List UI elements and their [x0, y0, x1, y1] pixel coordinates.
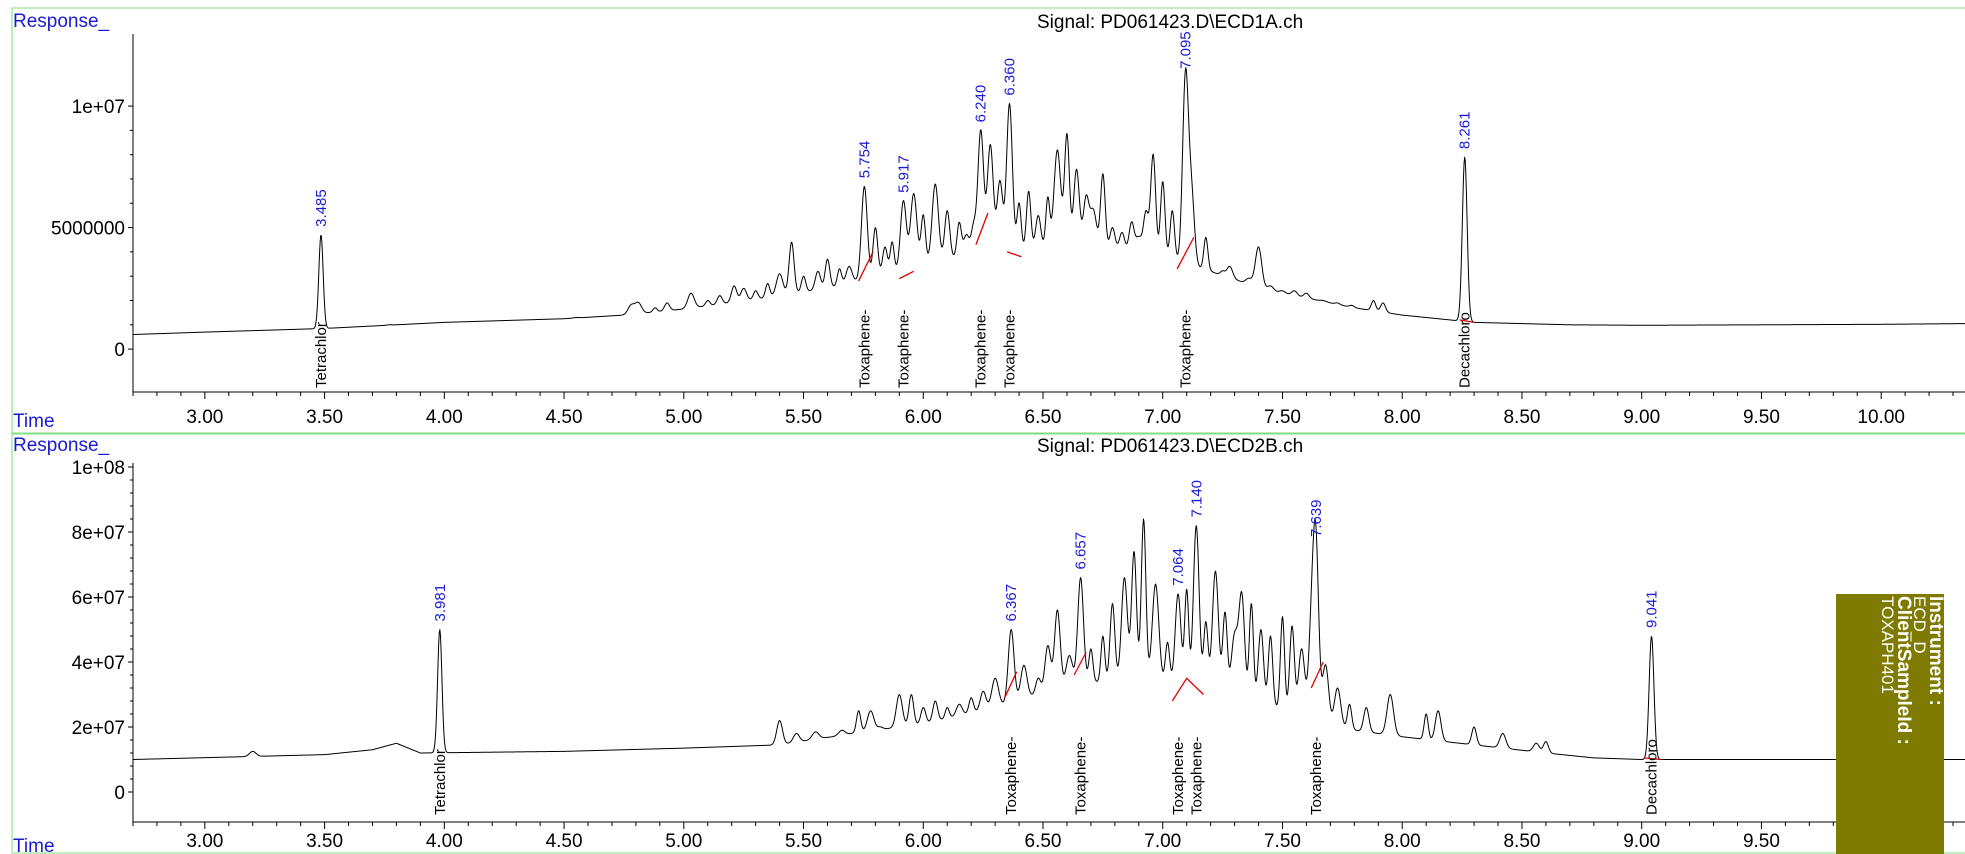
peak-compound-label: Toxaphene- — [1178, 310, 1195, 388]
x-tick-label: 4.50 — [546, 407, 583, 428]
x-tick-label: 6.00 — [905, 407, 942, 428]
peak-compound-label: Toxaphene- — [973, 310, 990, 388]
x-tick-label: 5.50 — [785, 831, 822, 852]
peak-retention-time-label: 6.367 — [1003, 584, 1020, 622]
y-tick-label: 1e+08 — [72, 458, 125, 479]
integration-baseline — [1006, 251, 1022, 258]
peak-retention-time-label: 6.657 — [1073, 532, 1090, 570]
x-tick-label: 9.50 — [1743, 407, 1780, 428]
y-tick-label: 4e+07 — [72, 653, 125, 674]
y-tick-label: 0 — [114, 783, 125, 804]
peak-compound-label: Tetrachlor — [432, 749, 449, 815]
x-tick-label: 6.50 — [1025, 831, 1062, 852]
integration-baseline — [1004, 671, 1018, 699]
x-tick-label: 8.50 — [1503, 407, 1540, 428]
peak-retention-time-label: 6.240 — [973, 85, 990, 123]
x-tick-label: 3.50 — [306, 407, 343, 428]
peak-compound-label: Toxaphene- — [1001, 310, 1018, 388]
x-tick-label: 7.50 — [1264, 407, 1301, 428]
signal-trace — [132, 518, 1965, 760]
x-tick-label: 4.00 — [426, 831, 463, 852]
y-axis-label: Response_ — [13, 11, 110, 32]
peak-compound-label: Decachloro — [1457, 312, 1474, 388]
peak-compound-label: Toxaphene- — [1170, 737, 1187, 815]
peak-compound-label: Toxaphene- — [895, 310, 912, 388]
x-tick-label: 5.00 — [665, 831, 702, 852]
peak-compound-label: Toxaphene- — [1003, 737, 1020, 815]
y-tick-label: 0 — [114, 340, 125, 361]
signal-title: Signal: PD061423.D\ECD1A.ch — [1037, 12, 1303, 33]
peak-retention-time-label: 7.639 — [1308, 499, 1325, 537]
x-tick-label: 3.50 — [306, 831, 343, 852]
x-tick-label: 9.50 — [1743, 831, 1780, 852]
integration-baseline — [1073, 651, 1087, 676]
peak-compound-label: Tetrachlor — [313, 322, 330, 388]
panel-frame — [11, 432, 1965, 854]
x-tick-label: 6.00 — [905, 831, 942, 852]
peak-retention-time-label: 9.041 — [1644, 590, 1661, 628]
x-axis-label: Time — [13, 836, 55, 854]
signal-title: Signal: PD061423.D\ECD2B.ch — [1037, 436, 1303, 457]
x-tick-label: 7.00 — [1144, 831, 1181, 852]
peak-retention-time-label: 8.261 — [1457, 112, 1474, 150]
x-tick-label: 6.50 — [1025, 407, 1062, 428]
sample-info-box: Instrument : ECD_D ClientSampleId : TOXA… — [1836, 594, 1944, 854]
integration-baseline — [975, 212, 989, 245]
x-tick-label: 3.00 — [186, 831, 223, 852]
x-tick-label: 9.00 — [1623, 407, 1660, 428]
x-tick-label: 7.00 — [1144, 407, 1181, 428]
instrument-label: Instrument : — [1925, 596, 1944, 706]
integration-baseline — [1310, 661, 1324, 689]
peak-retention-time-label: 7.064 — [1170, 548, 1187, 586]
integration-baseline — [1176, 237, 1195, 270]
peak-retention-time-label: 3.485 — [313, 189, 330, 227]
y-tick-label: 2e+07 — [72, 718, 125, 739]
instrument-value: ECD_D — [1910, 596, 1929, 654]
x-tick-label: 9.00 — [1623, 831, 1660, 852]
peak-retention-time-label: 7.140 — [1188, 480, 1205, 518]
y-tick-label: 6e+07 — [72, 588, 125, 609]
integration-baseline — [1459, 319, 1475, 324]
x-tick-label: 7.50 — [1264, 831, 1301, 852]
integration-baseline — [899, 270, 914, 280]
integration-baseline — [858, 251, 874, 282]
peak-retention-time-label: 3.981 — [432, 584, 449, 622]
x-tick-label: 5.00 — [665, 407, 702, 428]
peak-compound-label: Toxaphene- — [1073, 737, 1090, 815]
x-axis-label: Time — [13, 411, 55, 432]
y-tick-label: 5000000 — [51, 219, 125, 240]
peak-compound-label: Toxaphene- — [1308, 737, 1325, 815]
peak-retention-time-label: 5.917 — [895, 155, 912, 193]
signal-trace — [132, 67, 1965, 336]
panel-frame — [11, 7, 1965, 435]
integration-baseline — [1171, 677, 1204, 702]
x-tick-label: 4.50 — [546, 831, 583, 852]
x-tick-label: 8.50 — [1503, 831, 1540, 852]
chromatogram-panel-ecd2b: Signal: PD061423.D\ECD2B.ch Response_ Time… — [11, 432, 1965, 854]
peak-retention-time-label: 7.095 — [1178, 31, 1195, 69]
peak-compound-label: Decachloro — [1644, 739, 1661, 815]
x-tick-label: 8.00 — [1384, 831, 1421, 852]
x-tick-label: 5.50 — [785, 407, 822, 428]
y-tick-label: 1e+07 — [72, 97, 125, 118]
peak-compound-label: Toxaphene- — [1188, 737, 1205, 815]
y-tick-label: 8e+07 — [72, 523, 125, 544]
chromatogram-panel-ecd1a: Signal: PD061423.D\ECD1A.ch Response_ Time… — [11, 7, 1965, 435]
x-tick-label: 10.00 — [1857, 407, 1905, 428]
integration-baseline — [1644, 757, 1661, 761]
x-tick-label: 4.00 — [426, 407, 463, 428]
x-tick-label: 3.00 — [186, 407, 223, 428]
x-tick-label: 8.00 — [1384, 407, 1421, 428]
peak-retention-time-label: 5.754 — [856, 141, 873, 179]
peak-retention-time-label: 6.360 — [1001, 58, 1018, 96]
peak-compound-label: Toxaphene- — [856, 310, 873, 388]
client-sample-id-label: ClientSampleId : — [1893, 596, 1914, 745]
y-axis-label: Response_ — [13, 435, 110, 456]
